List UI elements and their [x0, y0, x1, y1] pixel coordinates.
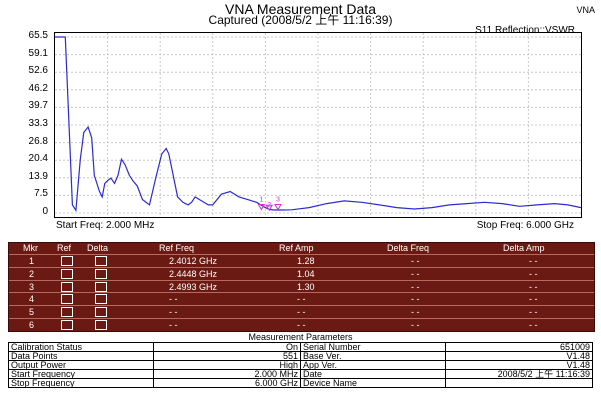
marker-ref-freq: - - — [169, 320, 178, 330]
y-tick-label: 59.1 — [28, 47, 48, 59]
marker-delta-freq: - - — [411, 268, 420, 279]
marker-table: Mkr Ref Delta Ref Freq Ref Amp Delta Fre… — [8, 242, 595, 332]
marker-delta-amp: - - — [529, 281, 538, 292]
start-freq-label: Start Freq: 2.000 MHz — [56, 220, 155, 231]
y-tick-label: 26.8 — [28, 135, 48, 147]
marker-ref-amp: 1.04 — [297, 268, 315, 279]
param-row: Calibration Status On Serial Number 651009 — [8, 342, 593, 352]
marker-row: 1 2.4012 GHz 1.28 - - - - — [9, 254, 594, 267]
params-table: Calibration Status On Serial Number 651009 D… — [8, 342, 593, 388]
marker-delta-freq: - - — [411, 307, 420, 318]
y-tick-label: 52.6 — [28, 65, 48, 77]
col-ref-amp: Ref Amp — [279, 243, 314, 253]
param-value: 6.000 GHz — [153, 378, 301, 388]
marker-number: 5 — [29, 307, 35, 318]
marker-delta-amp: - - — [529, 268, 538, 279]
marker-row: 2 2.4448 GHz 1.04 - - - - — [9, 266, 594, 280]
marker-ref-amp: - - — [297, 320, 306, 330]
col-mkr: Mkr — [23, 243, 38, 253]
col-ref-freq: Ref Freq — [159, 243, 195, 253]
param-label: App Ver. — [300, 360, 446, 370]
delta-checkbox[interactable] — [95, 307, 107, 318]
col-ref: Ref — [57, 243, 72, 253]
col-delta-freq: Delta Freq — [387, 243, 430, 253]
marker-triangle — [265, 204, 274, 212]
delta-checkbox[interactable] — [95, 294, 107, 305]
marker-number: 4 — [29, 294, 35, 305]
page-title: VNA Measurement Data — [225, 1, 376, 17]
param-value: On — [153, 342, 301, 352]
marker-delta-freq: - - — [411, 320, 420, 330]
delta-checkbox[interactable] — [95, 320, 107, 330]
delta-checkbox[interactable] — [95, 268, 107, 279]
capture-timestamp: Captured (2008/5/2 上午 11:16:39) — [208, 13, 393, 27]
y-tick-label: 39.7 — [28, 100, 48, 112]
ref-checkbox[interactable] — [61, 320, 73, 330]
y-tick-label: 65.5 — [28, 30, 48, 41]
y-tick-label: 33.3 — [28, 118, 48, 129]
marker-row: 6 - - - - - - - - — [9, 318, 594, 331]
marker-row: 4 - - - - - - - - — [9, 292, 594, 305]
col-delta-amp: Delta Amp — [503, 243, 545, 253]
marker-delta-amp: - - — [529, 256, 538, 266]
marker-table-header: Mkr Ref Delta Ref Freq Ref Amp Delta Fre… — [9, 243, 594, 254]
ref-checkbox[interactable] — [61, 307, 73, 318]
marker-delta-amp: - - — [529, 307, 538, 318]
y-tick-label: 46.2 — [28, 82, 48, 94]
marker-label: 1 — [259, 197, 263, 204]
param-label: Stop Frequency — [8, 378, 154, 388]
col-delta: Delta — [87, 243, 109, 253]
param-row: Stop Frequency 6.000 GHz Device Name — [8, 378, 593, 388]
delta-checkbox[interactable] — [95, 256, 107, 266]
marker-triangle — [274, 204, 282, 211]
marker-label: 3 — [276, 197, 280, 204]
marker-number: 3 — [29, 281, 35, 292]
param-row: Data Points 551 Base Ver. V1.48 — [8, 351, 593, 361]
y-tick-label: 0 — [42, 206, 48, 217]
param-value — [445, 378, 593, 388]
marker-number: 1 — [29, 256, 35, 266]
marker-ref-amp: - - — [297, 307, 306, 318]
vna-tag: VNA — [576, 5, 595, 15]
marker-ref-amp: - - — [297, 294, 306, 305]
marker-ref-freq: 2.4448 GHz — [169, 268, 218, 279]
marker-number: 6 — [29, 320, 35, 330]
marker-ref-amp: 1.30 — [297, 281, 315, 292]
param-label: Device Name — [300, 378, 446, 388]
vswr-trace — [55, 36, 582, 213]
marker-number: 2 — [29, 268, 35, 279]
marker-row: 5 - - - - - - - - — [9, 305, 594, 318]
vswr-chart: 123 — [55, 33, 582, 217]
marker-ref-amp: 1.28 — [297, 256, 315, 266]
ref-checkbox[interactable] — [61, 268, 73, 279]
ref-checkbox[interactable] — [61, 294, 73, 305]
marker-delta-amp: - - — [529, 320, 538, 330]
marker-ref-freq: - - — [169, 294, 178, 305]
marker-row: 3 2.4993 GHz 1.30 - - - - — [9, 279, 594, 293]
y-tick-label: 20.4 — [28, 153, 48, 165]
marker-triangle — [257, 204, 266, 211]
marker-ref-freq: - - — [169, 307, 178, 318]
param-row: Output Power High App Ver. V1.48 — [8, 360, 593, 370]
delta-checkbox[interactable] — [95, 281, 107, 292]
ref-checkbox[interactable] — [61, 281, 73, 292]
measurement-label: S11 Reflection::VSWR — [475, 25, 575, 36]
ref-checkbox[interactable] — [61, 256, 73, 266]
marker-delta-freq: - - — [411, 256, 420, 266]
marker-delta-amp: - - — [529, 294, 538, 305]
param-value: 2008/5/2 上午 11:16:39 — [445, 369, 593, 379]
marker-ref-freq: 2.4993 GHz — [169, 281, 218, 292]
params-title: Measurement Parameters — [248, 332, 353, 342]
marker-ref-freq: 2.4012 GHz — [169, 256, 218, 266]
y-tick-label: 7.5 — [34, 188, 48, 200]
marker-delta-freq: - - — [411, 294, 420, 305]
stop-freq-label: Stop Freq: 6.000 GHz — [476, 220, 574, 231]
param-value: 551 — [153, 351, 301, 361]
param-row: Start Frequency 2.000 MHz Date 2008/5/2 上午 … — [8, 369, 593, 379]
marker-delta-freq: - - — [411, 281, 420, 292]
y-tick-label: 13.9 — [28, 170, 48, 182]
